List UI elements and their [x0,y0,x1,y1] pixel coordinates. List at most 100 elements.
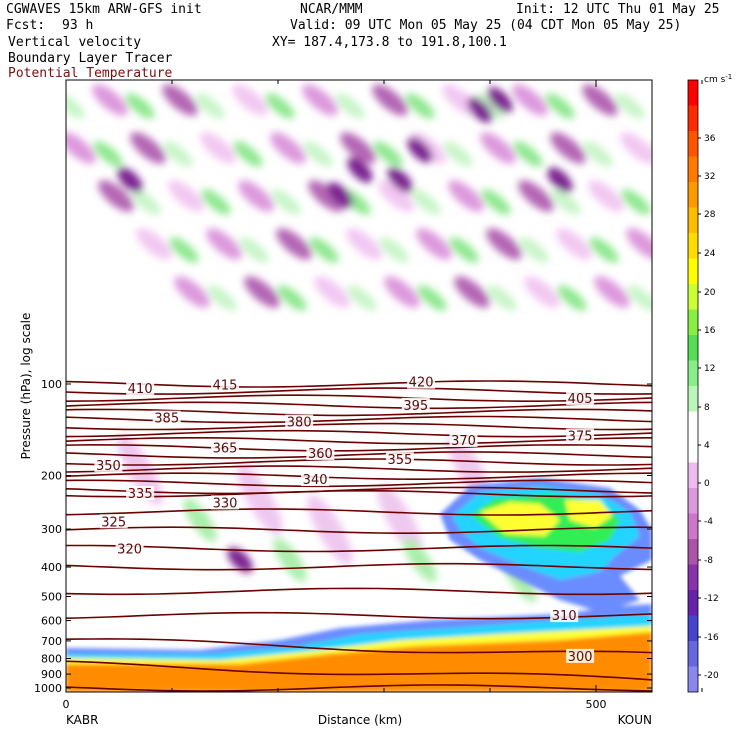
updraft-cell [475,93,505,119]
colorbar-swatch [688,641,698,667]
downdraft-cell [556,228,592,260]
colorbar-label: 36 [704,134,716,144]
downdraft-cell [17,79,62,121]
tracer-high [66,632,652,692]
downdraft-cell [98,180,134,212]
colorbar-label: 20 [704,288,716,298]
updraft-cell [379,237,409,263]
contour-label: 350 [96,459,121,474]
contour-label: 300 [568,650,593,665]
downdraft-cell [244,276,280,308]
downdraft-cell [200,132,236,164]
contour-label-bg [211,440,239,455]
contour-label: 405 [568,392,593,407]
theta-contour-line [66,422,652,431]
downdraft-core [547,167,573,193]
downdraft-cell [270,132,306,164]
colorbar-swatch [688,284,698,310]
updraft-cell [621,189,651,215]
theta-contour-line [66,479,652,488]
downdraft-cell [162,84,198,116]
colorbar-unit: cm s-1 [704,73,732,85]
contour-label-bg [211,377,239,392]
downdraft-cell [480,132,516,164]
cross-section-endpoints: XY= 187.4,173.8 to 191.8,100.1 [272,35,507,50]
updraft-cell [195,93,225,119]
updraft-cell [273,538,307,582]
contour-label-bg [301,472,330,487]
contour-label-bg [725,400,740,414]
contour-label-bg [550,608,579,623]
vertical-velocity-field [17,79,693,602]
theta-contour-line [66,684,652,692]
updraft-cell [557,285,587,311]
theta-contour-line [66,415,652,424]
colorbar-label: 24 [704,249,716,259]
contour-label-bg [126,485,155,500]
updraft-cell [443,141,473,167]
colorbar-swatch [688,156,698,182]
colorbar-label: 28 [704,210,716,220]
y-tick-label: 400 [41,561,62,574]
colorbar-label: 0 [704,479,710,489]
updraft-cell [66,93,85,119]
updraft-cell [589,237,619,263]
downdraft-core [487,87,513,113]
contour-label: 330 [213,496,238,511]
downdraft-core [327,182,353,208]
colorbar-label: 4 [704,441,710,451]
colorbar-swatch [688,590,698,616]
forecast-label: Fcst: [6,18,46,33]
theta-contour-line [66,472,652,480]
y-tick-label: 900 [41,668,62,681]
theta-contour-line [66,387,652,395]
contour-label-bg [385,452,414,467]
colorbar: 36 32 28 24 20 16 12 8 4 0 -4 -8 -12 -16 -20 [687,79,719,693]
contour-label-bg [306,446,335,461]
updraft-cell [405,93,435,119]
downdraft-cell [518,180,554,212]
updraft-cell [519,237,549,263]
theta-contour-line [66,587,652,596]
contour-label-bg [401,397,430,412]
colorbar-swatch [688,615,698,641]
updraft-cell [271,189,301,215]
colorbar-swatch [688,360,698,386]
downdraft-cell [307,494,353,566]
theta-contour-line [66,437,652,445]
contour-label: 340 [303,473,328,488]
updraft-cell [627,285,652,311]
updraft-cell [309,237,339,263]
theta-contour-line [66,486,652,495]
valid-time: Valid: 09 UTC Mon 05 May 25 (04 CDT Mon … [290,18,682,33]
tracer-plume-core [480,502,560,536]
downdraft-core [387,167,413,193]
contour-label-bg [99,514,128,529]
colorbar-swatch [688,105,698,131]
contour-label-bg [211,495,239,510]
downdraft-cell [378,180,414,212]
updraft-cell [207,285,237,311]
downdraft-cell [136,228,172,260]
downdraft-cell [232,84,268,116]
contour-label: 325 [101,515,126,530]
updraft-cell [656,233,693,267]
downdraft-cell [486,228,522,260]
updraft-cell [487,285,517,311]
contour-label-bg [566,648,595,663]
downdraft-cell [372,84,408,116]
updraft-cell [303,141,333,167]
downdraft-cell [524,276,560,308]
y-axis-label: Pressure (hPa), log scale [19,313,33,460]
downdraft-core [117,167,143,193]
theta-contour-line [66,562,652,571]
theta-contour-line [66,458,652,466]
colorbar-swatch [688,309,698,335]
downdraft-cell [626,228,652,260]
contour-label: 365 [213,442,238,457]
colorbar-swatch [688,564,698,590]
colorbar-swatch [688,258,698,284]
updraft-cell [347,285,377,311]
theta-contour-line [66,408,652,417]
